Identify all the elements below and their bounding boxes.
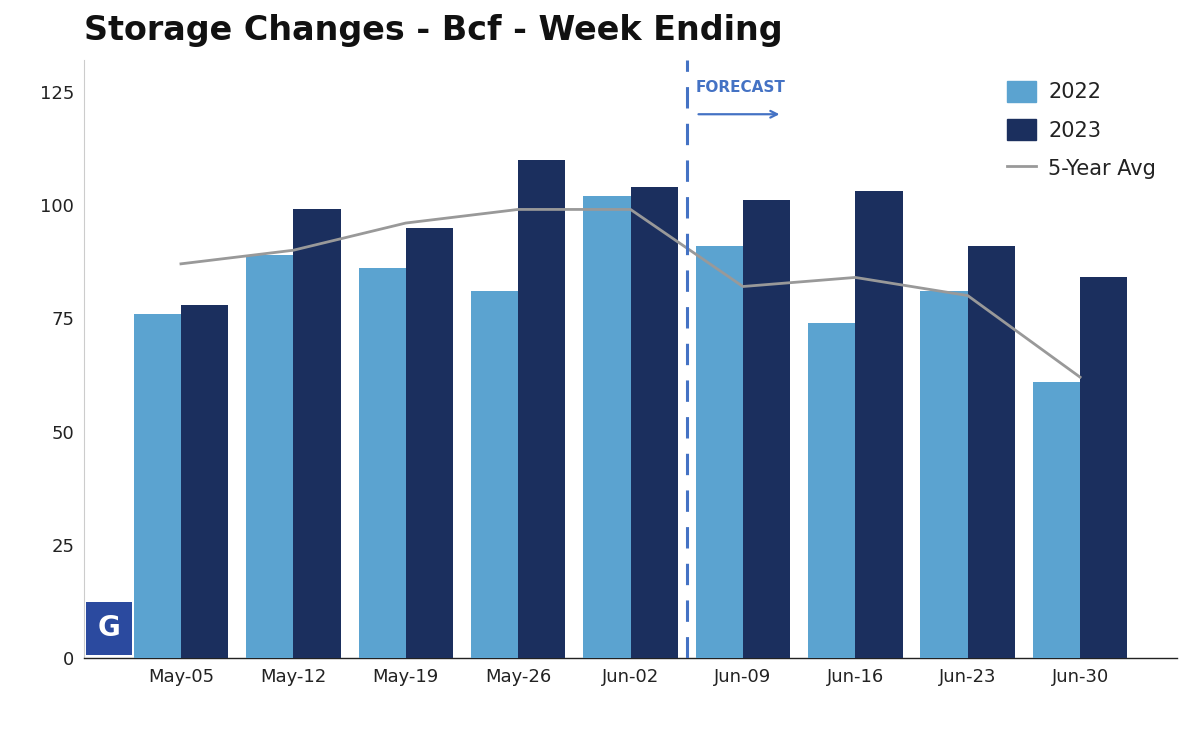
Text: FORECAST: FORECAST [695, 79, 785, 94]
Bar [743, 200, 790, 658]
5-Year Avg [174, 260, 189, 269]
Bar [968, 245, 1015, 658]
Text: G: G [98, 614, 120, 643]
5-Year Avg [736, 282, 751, 291]
Bar [359, 269, 406, 658]
Bar [293, 209, 341, 658]
Bar [181, 304, 228, 658]
Bar [1080, 278, 1128, 658]
Text: Storage Changes - Bcf - Week Ending: Storage Changes - Bcf - Week Ending [84, 14, 783, 47]
5-Year Avg [848, 273, 862, 282]
5-Year Avg [623, 205, 638, 214]
5-Year Avg [961, 291, 975, 300]
Bar [631, 187, 677, 658]
Bar [584, 196, 631, 658]
5-Year Avg [286, 246, 300, 255]
Bar [406, 227, 453, 658]
Bar [695, 245, 743, 658]
Bar [133, 313, 181, 658]
Bar [1033, 381, 1080, 658]
Bar [471, 291, 518, 658]
5-Year Avg [1072, 373, 1087, 381]
Bar [808, 323, 855, 658]
5-Year Avg [399, 218, 413, 227]
Bar [246, 255, 293, 658]
Bar [920, 291, 968, 658]
Bar [518, 159, 566, 658]
Bar [855, 191, 902, 658]
Line: 5-Year Avg: 5-Year Avg [181, 209, 1080, 377]
Legend: 2022, 2023, 5-Year Avg: 2022, 2023, 5-Year Avg [996, 70, 1166, 189]
5-Year Avg [510, 205, 525, 214]
